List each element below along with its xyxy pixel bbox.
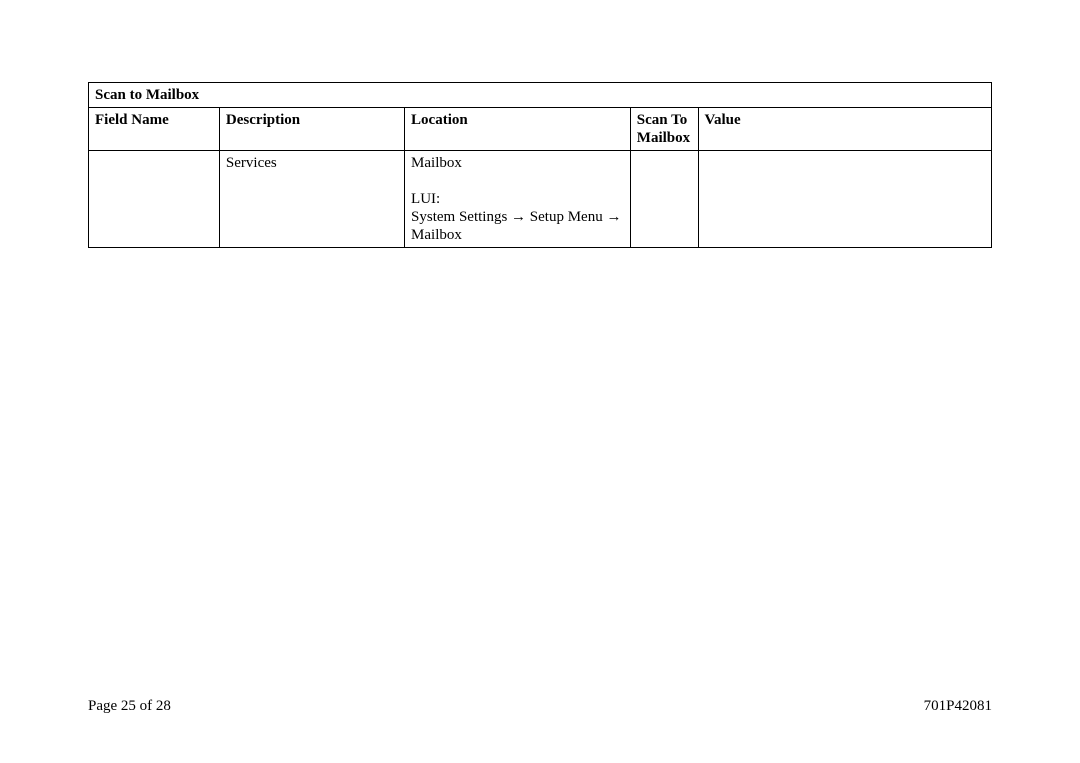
col-header-field-name: Field Name	[89, 108, 220, 151]
cell-scan-to-mailbox	[630, 151, 698, 248]
col-header-description: Description	[219, 108, 404, 151]
table-title-row: Scan to Mailbox	[89, 83, 992, 108]
cell-location: Mailbox LUI: System Settings → Setup Men…	[405, 151, 631, 248]
cell-value	[698, 151, 992, 248]
page-body: Scan to Mailbox Field Name Description L…	[0, 0, 1080, 248]
document-id: 701P42081	[924, 698, 992, 715]
col-header-location: Location	[405, 108, 631, 151]
page-number: Page 25 of 28	[88, 698, 171, 715]
table-title: Scan to Mailbox	[89, 83, 992, 108]
cell-field-name	[89, 151, 220, 248]
cell-description: Services	[219, 151, 404, 248]
scan-to-mailbox-table: Scan to Mailbox Field Name Description L…	[88, 82, 992, 248]
col-header-value: Value	[698, 108, 992, 151]
col-header-scan-to-mailbox: Scan To Mailbox	[630, 108, 698, 151]
table-header-row: Field Name Description Location Scan To …	[89, 108, 992, 151]
table-row: Services Mailbox LUI: System Settings → …	[89, 151, 992, 248]
page-footer: Page 25 of 28 701P42081	[88, 698, 992, 715]
